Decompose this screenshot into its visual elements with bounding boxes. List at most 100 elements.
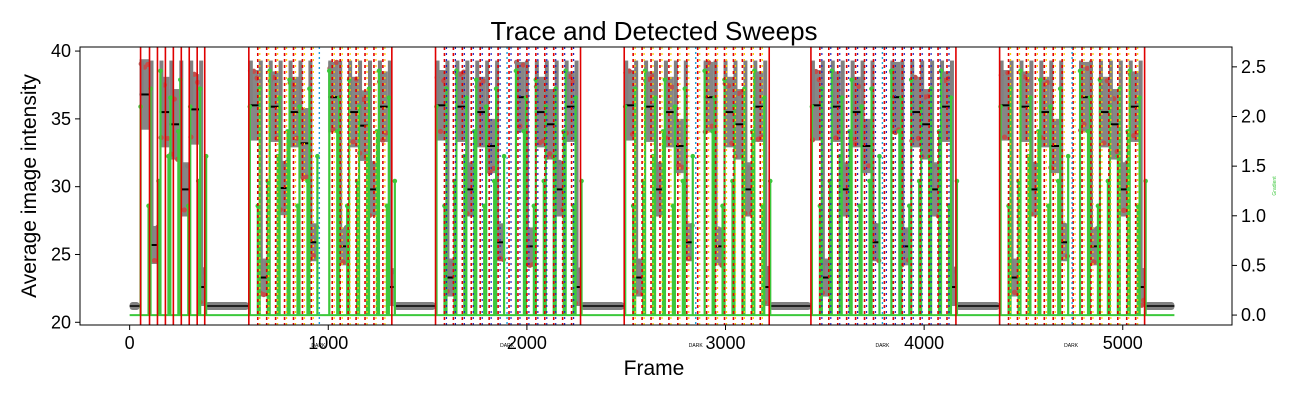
trace-spike	[999, 60, 1004, 106]
gradient-peak-point	[386, 95, 392, 100]
gradient-peak-point	[829, 68, 835, 74]
gradient-peak-point	[889, 68, 894, 74]
gradient-peak-point	[158, 68, 163, 74]
gradient-peak-point	[938, 68, 944, 74]
plot-area	[129, 47, 1175, 325]
trace-spike	[920, 60, 925, 125]
trace-spike	[544, 60, 549, 125]
marks-layer	[129, 47, 1175, 325]
x-tick-label: 1000	[308, 333, 348, 353]
gradient-peak-point	[1117, 86, 1123, 91]
gradient-peak-point	[1028, 95, 1033, 100]
gradient-peak-point	[376, 68, 382, 74]
gradient-peak-point	[513, 68, 519, 74]
gradient-peak-point	[366, 86, 372, 91]
gradient-peak-point	[287, 77, 292, 83]
trace-point	[1131, 132, 1137, 139]
y2-tick-label: 2.5	[1241, 57, 1266, 77]
trace-point	[151, 258, 158, 264]
trace-point	[380, 137, 386, 143]
gradient-peak-point	[573, 95, 578, 100]
gradient-peak-point	[168, 95, 173, 100]
gradient-peak-point	[928, 86, 934, 91]
trace-spike	[860, 60, 865, 146]
gradient-peak-point	[1008, 86, 1013, 91]
gradient-peak-point	[1137, 95, 1142, 100]
trace-point	[1101, 140, 1107, 146]
trace-spike	[485, 60, 490, 146]
trace-point	[520, 62, 526, 68]
chart-title: Trace and Detected Sweeps	[490, 16, 817, 46]
dark-label: DARK	[875, 343, 890, 349]
gradient-peak-point	[1018, 68, 1023, 74]
gradient-peak-point	[277, 95, 282, 100]
trace-point	[330, 127, 336, 133]
trace-point	[669, 84, 675, 90]
gradient-peak-point	[257, 86, 263, 91]
y-tick-label: 20	[51, 312, 71, 332]
y2-tick-label: 1.5	[1241, 156, 1266, 176]
gradient-peak-point	[948, 95, 954, 100]
trace-spike	[1108, 60, 1113, 125]
trace-point	[1054, 119, 1061, 126]
gradient-peak-point	[356, 104, 362, 109]
trace-point	[866, 163, 872, 169]
gradient-peak-point	[197, 86, 203, 91]
trace-point	[480, 78, 487, 84]
gradient-peak-point	[1077, 68, 1083, 74]
y-axis-label: Average image intensity	[18, 74, 41, 298]
gradient-peak-point	[642, 68, 648, 74]
gradient-peak-point	[392, 178, 398, 184]
gradient-peak-point	[1065, 153, 1071, 159]
gradient-peak-point	[483, 104, 489, 109]
gradient-peak-point	[464, 95, 469, 100]
trace-point	[709, 123, 715, 129]
gradient-peak-point	[819, 86, 825, 91]
trace-point	[679, 164, 685, 170]
gradient-peak-point	[859, 104, 864, 109]
gradient-peak-point	[315, 153, 320, 159]
axes-layer: DARK DARK DARK DARK DARK 0 1000 2000 3000 4000 500…	[51, 41, 1266, 353]
gradient-peak-point	[662, 77, 668, 83]
x-axis-label: Frame	[624, 357, 685, 380]
gradient-peak-point	[493, 86, 499, 91]
gradient-peak-point	[752, 68, 757, 74]
dark-label: DARK	[500, 343, 515, 349]
trace-spike	[298, 60, 303, 144]
gradient-peak-point	[563, 68, 568, 74]
gradient-peak-point	[267, 68, 272, 74]
trace-point	[333, 59, 340, 65]
gradient-peak-point	[702, 68, 707, 74]
y-tick-label: 30	[51, 177, 71, 197]
dark-label: DARK	[1064, 343, 1079, 349]
trace-point	[350, 139, 356, 145]
x-tick-label: 3000	[705, 333, 745, 353]
trace-spike	[248, 60, 253, 106]
trace-spike	[624, 60, 629, 106]
y2-axis-label: Gradient	[1272, 176, 1278, 196]
gradient-peak-point	[297, 104, 302, 109]
plot-frame	[79, 46, 1233, 326]
y2-tick-label: 0.5	[1241, 255, 1266, 275]
trace-spike	[435, 60, 440, 106]
gradient-peak-point	[849, 77, 854, 83]
y-tick-label: 25	[51, 244, 71, 264]
dark-label: DARK	[689, 343, 704, 349]
trace-point	[261, 291, 267, 298]
y2-tick-label: 0.0	[1241, 305, 1266, 325]
trace-point	[165, 135, 171, 142]
trace-spike	[1049, 60, 1054, 146]
dark-label: DARK	[311, 343, 326, 349]
trace-point	[1001, 134, 1008, 140]
gradient-peak-point	[1057, 86, 1063, 91]
y2-tick-label: 2.0	[1241, 107, 1266, 127]
trace-spike	[189, 60, 194, 110]
trace-spike	[358, 60, 363, 126]
trace-point	[340, 259, 346, 265]
trace-point	[1121, 207, 1127, 213]
trace-point	[1091, 259, 1097, 265]
gradient-peak-point	[672, 104, 678, 109]
trace-spike	[810, 60, 815, 106]
gradient-peak-point	[1038, 77, 1043, 83]
